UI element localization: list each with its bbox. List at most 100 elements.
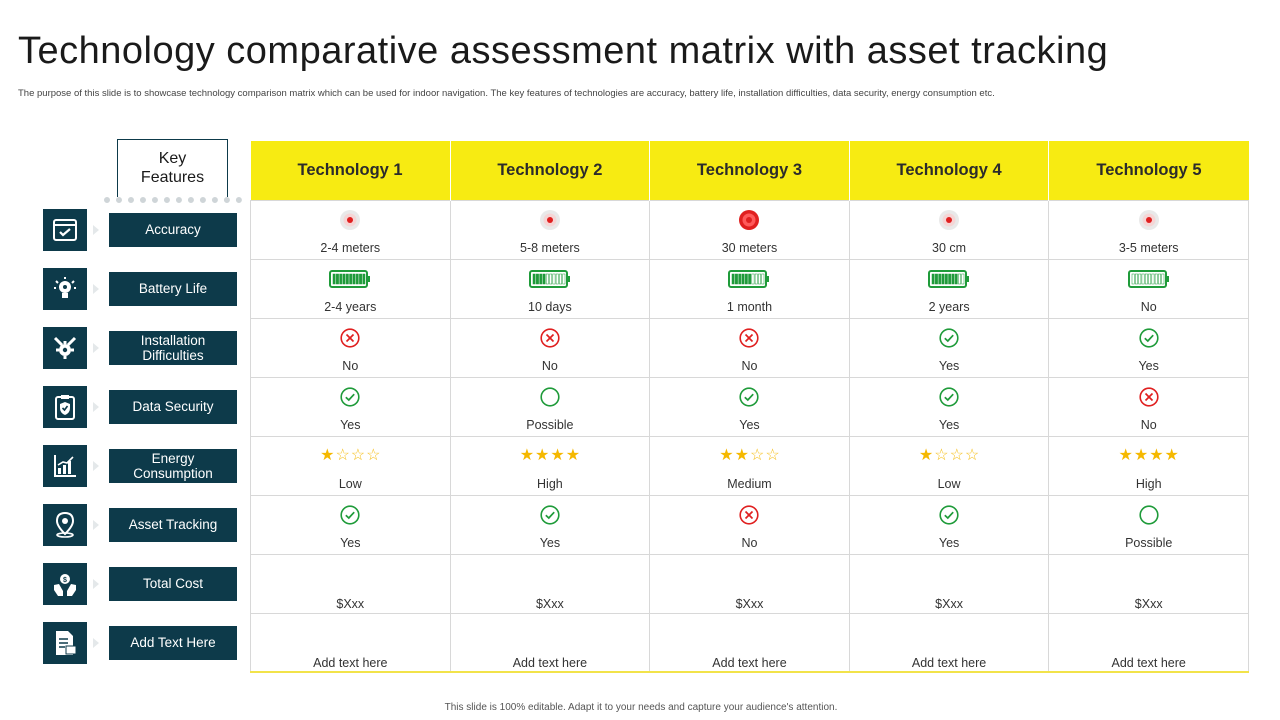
cell-value: $Xxx: [1134, 596, 1163, 611]
cell-value: 10 days: [528, 299, 572, 314]
feature-label-text: Add Text Here: [130, 635, 216, 650]
matrix-cell: $Xxx: [649, 553, 850, 614]
star-empty-icon: ☆: [366, 446, 381, 464]
cell-value: No: [342, 358, 359, 373]
check-circle-icon: [451, 504, 650, 526]
cell-value: 2 years: [928, 299, 970, 314]
cell-value: High: [537, 476, 563, 491]
comparison-matrix: Technology 1 Technology 2 Technology 3 Tech…: [250, 141, 1249, 673]
target-icon: [1049, 209, 1248, 231]
cell-value: 30 cm: [932, 240, 967, 255]
table-row: $Xxx $Xxx $Xxx $Xxx $Xxx: [250, 553, 1249, 614]
matrix-cell: 30 cm: [848, 199, 1050, 260]
matrix-cell: 5-8 meters: [449, 199, 651, 260]
cell-value: 1 month: [726, 299, 773, 314]
matrix-cell: Yes: [1048, 317, 1249, 378]
browser-check-icon: [43, 208, 87, 251]
matrix-cell: No: [250, 317, 451, 378]
stars-icon: ★ ☆ ☆ ☆: [850, 445, 1049, 467]
table-row: Yes Possible Yes Yes No: [250, 376, 1249, 437]
key-features-header: Key Features: [117, 139, 228, 197]
cell-value: Yes: [938, 358, 960, 373]
cross-circle-icon: [451, 327, 650, 349]
matrix-cell: ★ ★ ☆ ☆ Medium: [649, 435, 850, 496]
feature-label: Installation Difficulties: [109, 330, 237, 365]
star-filled-icon: ★: [1118, 446, 1133, 464]
feature-label-text: Installation Difficulties: [140, 332, 206, 363]
feature-label: Add Text Here: [109, 625, 237, 660]
battery-icon: [451, 268, 650, 290]
row-arrow-icon: [93, 460, 99, 471]
feature-label: Energy Consumption: [109, 448, 237, 483]
cell-value: Yes: [938, 417, 960, 432]
matrix-cell: 10 days: [449, 258, 651, 319]
matrix-cell: No: [649, 317, 850, 378]
cell-value: Add text here: [712, 655, 787, 670]
feature-label: Total Cost: [109, 566, 237, 601]
slide-title: Technology comparative assessment matrix…: [18, 30, 1109, 72]
row-arrow-icon: [93, 401, 99, 412]
stars-icon: ★ ☆ ☆ ☆: [251, 445, 450, 467]
matrix-cell: $Xxx: [848, 553, 1050, 614]
row-arrow-icon: [93, 283, 99, 294]
cell-value: No: [741, 358, 758, 373]
matrix-cell: Add text here: [449, 612, 651, 673]
matrix-body: 2-4 meters 5-8 meters 30 meters 30 cm 3-5 me…: [250, 199, 1249, 673]
shield-clipboard-icon: [43, 385, 87, 428]
column-header: Technology 5: [1048, 141, 1249, 200]
cell-value: $Xxx: [535, 596, 564, 611]
cross-circle-icon: [650, 504, 849, 526]
table-row: No No No Yes Yes: [250, 317, 1249, 378]
battery-icon: [850, 268, 1049, 290]
check-circle-icon: [850, 504, 1049, 526]
table-row: Add text here Add text here Add text here A…: [250, 612, 1249, 673]
cell-value: Medium: [727, 476, 772, 491]
matrix-cell: ★ ☆ ☆ ☆ Low: [250, 435, 451, 496]
star-filled-icon: ★: [519, 446, 535, 464]
matrix-cell: ★ ☆ ☆ ☆ Low: [848, 435, 1050, 496]
battery-icon: [650, 268, 849, 290]
cell-value: Yes: [340, 417, 361, 432]
matrix-cell: Yes: [649, 376, 850, 437]
matrix-cell: No: [649, 494, 850, 555]
matrix-cell: 3-5 meters: [1048, 199, 1249, 260]
matrix-cell: Yes: [250, 494, 451, 555]
feature-label: Asset Tracking: [109, 507, 237, 542]
cell-value: Yes: [340, 535, 361, 550]
check-circle-icon: [650, 386, 849, 408]
table-row: 2-4 meters 5-8 meters 30 meters 30 cm 3-5 me…: [250, 199, 1249, 260]
key-features-divider: [104, 197, 242, 203]
cell-value: Add text here: [313, 655, 388, 670]
check-circle-icon: [850, 386, 1049, 408]
cell-value: Yes: [938, 535, 960, 550]
matrix-cell: $Xxx: [449, 553, 651, 614]
star-filled-icon: ★: [734, 446, 749, 464]
cell-value: Yes: [1138, 358, 1159, 373]
stars-icon: ★ ★ ★ ★: [451, 445, 650, 467]
matrix-cell: Yes: [848, 317, 1050, 378]
feature-label-text: Data Security: [132, 399, 214, 414]
table-row: ★ ☆ ☆ ☆ Low ★ ★ ★ ★ High ★ ★ ☆ ☆ Medium ★ ☆ ☆ ☆ Low ★ ★ ★ ★ High: [250, 435, 1249, 496]
star-empty-icon: ☆: [949, 446, 964, 464]
empty-circle-icon: [1049, 504, 1248, 526]
empty-circle-icon: [451, 386, 650, 408]
check-circle-icon: [251, 504, 450, 526]
star-empty-icon: ☆: [765, 446, 780, 464]
bar-chart-icon: [43, 444, 87, 487]
bulb-gear-icon: [43, 267, 87, 310]
matrix-cell: ★ ★ ★ ★ High: [1048, 435, 1249, 496]
matrix-cell: Add text here: [1048, 612, 1249, 673]
feature-label: Data Security: [109, 389, 237, 424]
cell-value: No: [541, 358, 558, 373]
matrix-cell: 2-4 years: [250, 258, 451, 319]
cell-value: Add text here: [512, 655, 588, 670]
check-circle-icon: [1049, 327, 1248, 349]
stars-icon: ★ ★ ★ ★: [1049, 445, 1248, 467]
star-filled-icon: ★: [320, 446, 335, 464]
target-icon: [650, 209, 849, 231]
matrix-cell: 1 month: [649, 258, 850, 319]
star-filled-icon: ★: [719, 446, 734, 464]
star-filled-icon: ★: [918, 446, 934, 464]
row-arrow-icon: [93, 224, 99, 235]
feature-label-text: Accuracy: [145, 222, 201, 237]
